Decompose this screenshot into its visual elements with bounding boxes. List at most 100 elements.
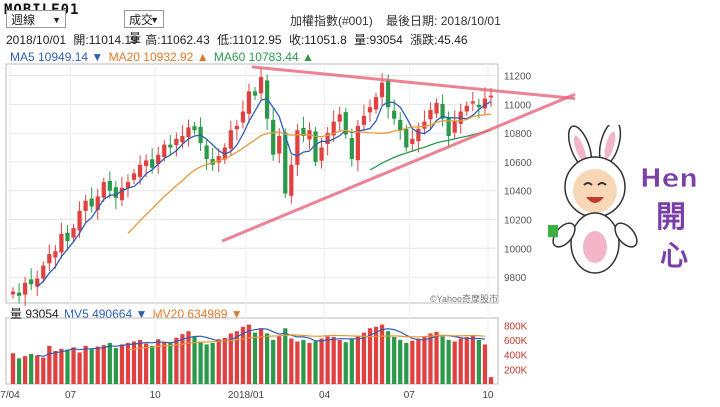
volume-bar bbox=[277, 336, 282, 384]
volume-bar bbox=[59, 348, 64, 384]
volume-tick-label: 600K bbox=[504, 336, 528, 347]
ma-legend: MA5 10949.14 ▼ MA20 10932.92 ▲ MA60 1078… bbox=[10, 50, 316, 64]
candle-body bbox=[349, 138, 354, 160]
volume-bar bbox=[95, 346, 100, 384]
volume-bar bbox=[35, 355, 40, 384]
price-tick-label: 11200 bbox=[504, 72, 532, 83]
volume-bar bbox=[343, 342, 348, 384]
volume-bar bbox=[156, 339, 161, 384]
candle-body bbox=[252, 91, 258, 96]
candle-body bbox=[10, 291, 16, 295]
volume-bar bbox=[240, 326, 246, 384]
volume-bar bbox=[464, 337, 469, 384]
candle-body bbox=[83, 200, 88, 211]
volume-bar bbox=[331, 337, 336, 384]
period-select-label: 週線 bbox=[11, 13, 36, 27]
volume-bar bbox=[349, 338, 354, 384]
volume-bar bbox=[168, 342, 173, 384]
volume-bar bbox=[488, 377, 494, 384]
volume-bar bbox=[379, 324, 385, 384]
price-tick-label: 10200 bbox=[504, 215, 532, 226]
candle-body bbox=[131, 173, 137, 180]
price-tick-label: 9800 bbox=[504, 273, 527, 284]
volume-bar bbox=[125, 342, 131, 384]
ma5-legend: MA5 10949.14 ▼ bbox=[10, 50, 104, 64]
volume-bar bbox=[10, 353, 16, 384]
chart-title: 加權指數(#001) bbox=[290, 14, 373, 28]
volume-bar bbox=[392, 337, 397, 384]
volume-bar bbox=[452, 341, 457, 384]
volume-bar bbox=[29, 353, 34, 384]
candle-body bbox=[301, 127, 306, 136]
lower-trendline bbox=[221, 92, 576, 243]
x-tick-label: 07 bbox=[65, 390, 77, 401]
volume-bar bbox=[198, 341, 203, 384]
candle-body bbox=[410, 138, 415, 145]
volume-bar bbox=[186, 331, 191, 384]
volume-bar bbox=[65, 349, 70, 384]
volume-tick-label: 200K bbox=[504, 365, 528, 376]
candle-body bbox=[482, 98, 488, 109]
bunny-mascot-icon bbox=[548, 125, 638, 274]
volume-bar bbox=[16, 358, 22, 384]
candle-body bbox=[313, 131, 318, 162]
candle-body bbox=[289, 164, 294, 196]
volume-bar bbox=[283, 328, 288, 384]
candle-body bbox=[23, 282, 28, 295]
ma60-line bbox=[369, 129, 492, 171]
volume-bar bbox=[71, 347, 76, 384]
volume-plot-frame bbox=[5, 317, 499, 385]
candle-body bbox=[192, 126, 197, 131]
volume-bar bbox=[265, 333, 270, 384]
price-tick-label: 10600 bbox=[504, 158, 532, 169]
candle-body bbox=[404, 129, 409, 148]
volume-bar bbox=[119, 344, 125, 384]
candle-body bbox=[101, 182, 106, 198]
ma20-line bbox=[127, 113, 492, 234]
volume-bar bbox=[404, 342, 409, 384]
volume-bar bbox=[386, 331, 391, 384]
volume-bar bbox=[458, 338, 463, 384]
quote-line: 2018/10/01 開:11014.19 高:11062.43 低:11012… bbox=[6, 31, 472, 48]
candle-body bbox=[343, 112, 348, 135]
volume-bar bbox=[476, 340, 481, 384]
candle-body bbox=[119, 187, 125, 201]
candle-body bbox=[77, 210, 82, 231]
quote-low: 低:11012.95 bbox=[217, 33, 282, 47]
candle-body bbox=[373, 97, 379, 110]
ma20-legend: MA20 10932.92 ▲ bbox=[108, 50, 209, 64]
price-tick-label: 11000 bbox=[504, 100, 532, 111]
volume-tick-label: 400K bbox=[504, 351, 528, 362]
x-tick-label: 04 bbox=[319, 390, 331, 401]
quote-open: 開:11014.19 bbox=[73, 33, 138, 47]
volume-bar bbox=[258, 328, 264, 384]
candle-body bbox=[95, 196, 100, 210]
candle-body bbox=[392, 110, 397, 119]
candle-body bbox=[271, 119, 276, 155]
quote-date: 2018/10/01 bbox=[6, 33, 67, 47]
candle-body bbox=[47, 254, 52, 264]
chart-header: 加權指數(#001) 最後日期: 2018/10/01 bbox=[290, 12, 511, 29]
candle-body bbox=[422, 121, 427, 129]
volume-bar bbox=[150, 345, 155, 384]
candle-body bbox=[398, 119, 403, 131]
indicator-select[interactable]: 成交量 ▼ bbox=[124, 10, 164, 45]
candle-body bbox=[144, 160, 149, 166]
volume-bar bbox=[482, 344, 488, 384]
volume-bar bbox=[204, 344, 209, 384]
volume-bar bbox=[325, 336, 330, 384]
quote-close: 收:11051.8 bbox=[288, 33, 347, 47]
x-tick-label: 10 bbox=[482, 390, 494, 401]
volume-bar bbox=[89, 348, 94, 384]
volume-bar bbox=[252, 332, 258, 384]
sticker-text-xin: 心 bbox=[660, 239, 688, 272]
volume-bar bbox=[373, 326, 379, 384]
candle-body bbox=[452, 121, 457, 133]
candle-body bbox=[325, 133, 330, 145]
candle-body bbox=[234, 125, 239, 130]
period-select[interactable]: 週線 ▼ bbox=[6, 10, 66, 28]
candle-body bbox=[29, 279, 34, 285]
candle-body bbox=[41, 265, 46, 279]
volume-bar bbox=[440, 336, 445, 384]
quote-volume: 量:93054 bbox=[354, 33, 403, 47]
